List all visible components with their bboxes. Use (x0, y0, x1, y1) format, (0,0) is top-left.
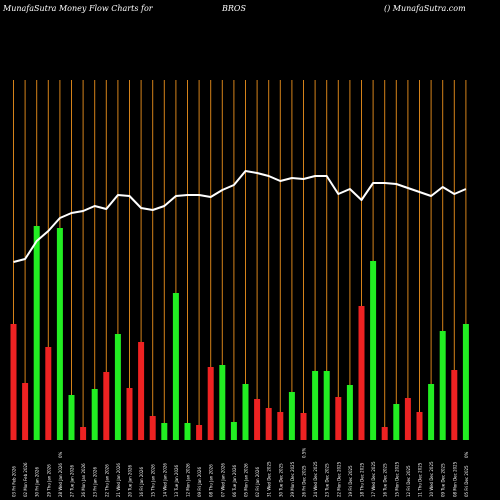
bar (56, 228, 63, 440)
chart-title-left: MunafaSutra Money Flow Charts for (3, 4, 153, 13)
bar (22, 383, 29, 440)
bar (393, 404, 400, 440)
bar (207, 367, 214, 440)
x-tick-label: 15 Mon Dec 2025 (394, 461, 399, 497)
bar (381, 427, 388, 440)
x-tick-label: 07 Wed Jan 2026 (220, 463, 225, 497)
bar (404, 398, 411, 440)
money-flow-line (13, 170, 467, 263)
x-tick-label: 05 Fri Dec 2025 (464, 465, 469, 497)
x-tick-label: 12 Fri Dec 2025 (406, 465, 411, 497)
x-tick-label: 06 Tue Jan 2026 (232, 464, 237, 497)
bar (33, 226, 40, 440)
bar (265, 408, 272, 440)
x-tick-label: 08 Thu Jan 2026 (209, 464, 214, 497)
x-tick-label: 30 Fri Jan 2026 (35, 467, 40, 497)
line-series (13, 170, 467, 263)
bar (462, 324, 469, 440)
bar (428, 384, 435, 440)
bar (45, 347, 52, 440)
grid-lines (13, 80, 467, 440)
bar (219, 365, 226, 440)
bar (288, 392, 295, 440)
bar (254, 399, 261, 440)
bar (91, 389, 98, 440)
x-tick-label: 28 Wed Jan 2026 (58, 463, 63, 497)
bar (346, 385, 353, 440)
x-tick-label: 12 Mon Jan 2026 (186, 463, 191, 497)
x-tick-label: 16 Fri Jan 2026 (139, 467, 144, 497)
x-tick-label: 10 Wed Dec 2025 (429, 461, 434, 497)
x-tick-label: 23 Tue Dec 2025 (325, 463, 330, 497)
bar (370, 261, 377, 440)
x-tick-label: 02 Mon Feb 2026 (23, 462, 28, 497)
bar (196, 425, 203, 440)
x-tick-label: 24 Wed Dec 2025 (313, 461, 318, 497)
x-tick-label: 22 Mon Dec 2025 (336, 461, 341, 497)
x-tick-label: 09 Tue Dec 2025 (441, 463, 446, 497)
x-tick-label: 14 Wed Jan 2026 (162, 463, 167, 497)
x-tick-label: 16 Tue Dec 2025 (383, 463, 388, 497)
bar-series (10, 226, 469, 440)
x-tick-label: 13 Tue Jan 2026 (174, 464, 179, 497)
bar (439, 331, 446, 440)
x-tick-label: 30 Tue Dec 2025 (278, 463, 283, 497)
bar (358, 306, 365, 440)
x-tick-label: 26 Fri Dec 2025 (302, 465, 307, 497)
bar (80, 427, 87, 440)
x-axis-labels: 03 Fri Feb 2026 02 Mon Feb 2026 30 Fri Jan… (12, 461, 469, 497)
x-tick-label: 27 Tue Jan 2026 (70, 464, 75, 497)
bar (172, 293, 179, 440)
bar (335, 397, 342, 440)
bar (149, 416, 156, 440)
bar (230, 422, 237, 440)
x-tick-label: 26 Mon Jan 2026 (81, 463, 86, 497)
x-tick-label: 19 Fri Dec 2025 (348, 465, 353, 497)
x-tick-label: 08 Mon Dec 2025 (452, 461, 457, 497)
x-tick-label: 29 Mon Dec 2025 (290, 461, 295, 497)
bar (126, 388, 133, 440)
bar (114, 334, 121, 440)
x-tick-label: 23 Fri Jan 2026 (93, 467, 98, 497)
annotation-label: 0% (464, 451, 469, 458)
x-tick-label: 20 Tue Jan 2026 (128, 464, 133, 497)
bar (138, 342, 145, 440)
bar (312, 371, 319, 440)
bar (277, 412, 284, 440)
x-tick-label: 31 Wed Dec 2025 (267, 461, 272, 497)
chart-ticker: BROS (222, 4, 246, 13)
bar (416, 412, 423, 440)
bar (68, 395, 75, 440)
x-tick-label: 03 Fri Feb 2026 (12, 466, 17, 497)
x-tick-label: 18 Thu Dec 2025 (360, 462, 365, 497)
x-tick-label: 29 Thu Jan 2026 (46, 464, 51, 497)
bar (103, 372, 110, 440)
x-tick-label: 17 Wed Dec 2025 (371, 461, 376, 497)
x-tick-label: 05 Mon Jan 2026 (244, 463, 249, 497)
x-tick-label: 15 Thu Jan 2026 (151, 464, 156, 497)
chart-title-right: () MunafaSutra.com (384, 4, 466, 13)
bar (242, 384, 249, 440)
bar (300, 413, 307, 440)
bar (451, 370, 458, 440)
annotation-label: 0.5% (302, 448, 307, 458)
bar (184, 423, 191, 440)
annotations: 0% 0.5% 0% (58, 448, 469, 458)
x-tick-label: 09 Fri Jan 2026 (197, 467, 202, 497)
annotation-label: 0% (58, 451, 63, 458)
x-tick-label: 02 Fri Jan 2026 (255, 467, 260, 497)
bar (161, 423, 168, 440)
bar (10, 324, 17, 440)
x-tick-label: 21 Wed Jan 2026 (116, 463, 121, 497)
x-tick-label: 11 Thu Dec 2025 (418, 462, 423, 497)
bar (323, 371, 330, 440)
x-tick-label: 22 Thu Jan 2026 (104, 464, 109, 497)
